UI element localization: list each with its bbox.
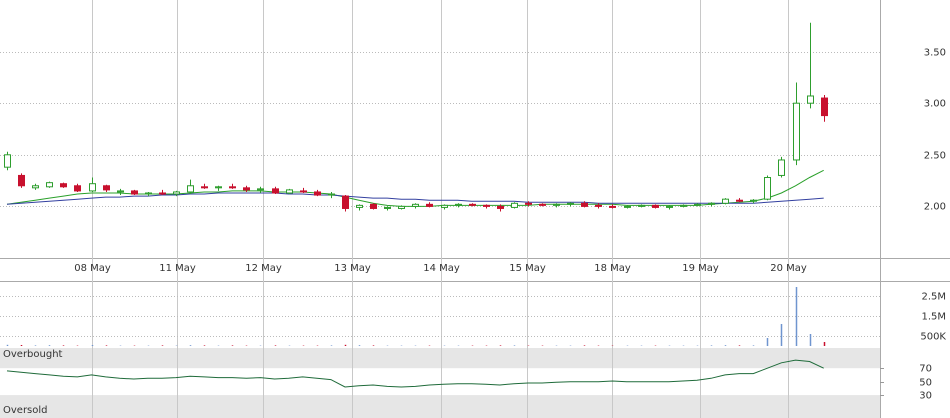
oversold-band xyxy=(0,395,880,418)
candle-body xyxy=(539,203,546,206)
candle-body xyxy=(426,203,433,207)
candle-body xyxy=(807,95,814,104)
rsi-tick-label: 50 xyxy=(919,378,932,389)
candle-body xyxy=(229,186,236,189)
candle-body xyxy=(18,174,25,187)
x-tick-label: 18 May xyxy=(594,263,631,274)
candle-body xyxy=(398,205,405,209)
candle-body xyxy=(117,190,124,193)
candle-body xyxy=(103,185,110,191)
x-tick-label: 20 May xyxy=(770,263,807,274)
x-tick-label: 11 May xyxy=(159,263,196,274)
candle-body xyxy=(201,186,208,189)
candle-body xyxy=(764,177,771,200)
candle-body xyxy=(694,203,701,206)
candle-body xyxy=(708,202,715,205)
candle-body xyxy=(356,204,363,208)
y-tick-label: 3.50 xyxy=(924,48,946,59)
candle-body xyxy=(793,102,800,161)
candle-body xyxy=(370,203,377,209)
candle-body xyxy=(624,205,631,208)
candle-body xyxy=(60,183,67,188)
candle-body xyxy=(159,192,166,195)
candle-body xyxy=(525,202,532,205)
candle-body xyxy=(342,195,349,209)
moving-average xyxy=(6,192,824,205)
y-tick-label: 2.50 xyxy=(924,151,946,162)
candle-body xyxy=(286,189,293,194)
candle-body xyxy=(243,187,250,191)
oversold-label: Oversold xyxy=(3,405,48,416)
candle-body xyxy=(652,204,659,208)
candle-body xyxy=(736,199,743,202)
overbought-band xyxy=(0,348,880,369)
x-tick-label: 12 May xyxy=(245,263,282,274)
candle-body xyxy=(638,204,645,207)
candle-body xyxy=(4,154,11,168)
candle-body xyxy=(46,182,53,188)
candle-body xyxy=(469,203,476,206)
y-tick-label: 2.00 xyxy=(924,202,946,213)
candle-body xyxy=(497,205,504,209)
candle-body xyxy=(680,204,687,207)
candle-body xyxy=(412,203,419,207)
candle-body xyxy=(511,202,518,208)
candle-body xyxy=(131,190,138,195)
candle-body xyxy=(314,191,321,196)
rsi-tick-label: 30 xyxy=(919,391,932,402)
x-tick-label: 08 May xyxy=(74,263,111,274)
overbought-label: Overbought xyxy=(3,349,63,360)
volume-tick-label: 1.5M xyxy=(921,312,946,323)
candle-body xyxy=(455,203,462,206)
candle-body xyxy=(821,97,828,117)
candle-body xyxy=(32,185,39,189)
candle-body xyxy=(722,198,729,204)
x-tick-label: 13 May xyxy=(334,263,371,274)
candle-body xyxy=(595,204,602,207)
x-tick-label: 19 May xyxy=(682,263,719,274)
candle-body xyxy=(328,193,335,196)
candle-body xyxy=(666,205,673,208)
candle-body xyxy=(187,185,194,193)
y-tick-label: 3.00 xyxy=(924,99,946,110)
candle-body xyxy=(74,185,81,192)
candle-body xyxy=(553,203,560,206)
rsi-line xyxy=(6,359,824,388)
candle-body xyxy=(581,202,588,207)
candle-body xyxy=(257,188,264,191)
candle-body xyxy=(567,202,574,205)
volume-tick-label: 500K xyxy=(920,332,946,343)
candle-body xyxy=(750,199,757,202)
x-tick-label: 15 May xyxy=(509,263,546,274)
candle-body xyxy=(778,159,785,176)
candle-body xyxy=(609,205,616,208)
candle-body xyxy=(441,204,448,208)
candle-body xyxy=(300,190,307,193)
candle-body xyxy=(272,188,279,194)
candle-body xyxy=(215,186,222,189)
candle-body xyxy=(89,183,96,192)
x-tick-label: 14 May xyxy=(423,263,460,274)
candle-body xyxy=(483,204,490,207)
candle-body xyxy=(173,191,180,195)
candle-body xyxy=(145,192,152,195)
volume-tick-label: 2.5M xyxy=(921,292,946,303)
rsi-tick-label: 70 xyxy=(919,364,932,375)
candle-body xyxy=(384,206,391,209)
